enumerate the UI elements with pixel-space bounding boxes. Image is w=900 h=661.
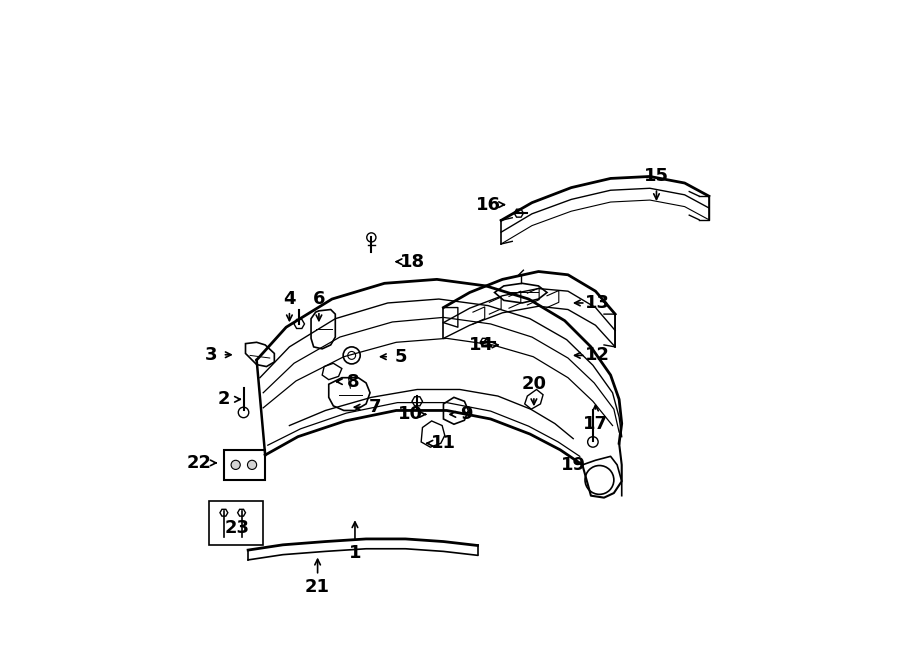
Text: 1: 1: [348, 545, 361, 563]
Circle shape: [343, 347, 360, 364]
Polygon shape: [328, 377, 370, 410]
Circle shape: [248, 460, 256, 469]
Polygon shape: [322, 364, 342, 379]
Text: 9: 9: [460, 405, 473, 424]
Text: 3: 3: [204, 346, 217, 364]
Text: 4: 4: [284, 290, 296, 308]
Polygon shape: [210, 501, 263, 545]
Text: 7: 7: [368, 398, 381, 416]
Polygon shape: [412, 397, 422, 406]
Text: 14: 14: [469, 336, 494, 354]
Text: 17: 17: [583, 414, 608, 432]
Circle shape: [231, 460, 240, 469]
Text: 11: 11: [431, 434, 456, 452]
Polygon shape: [481, 338, 490, 346]
Text: 5: 5: [394, 348, 407, 366]
Polygon shape: [224, 449, 266, 480]
Text: 20: 20: [521, 375, 546, 393]
Text: 23: 23: [224, 520, 249, 537]
Polygon shape: [311, 309, 336, 349]
Polygon shape: [514, 209, 524, 217]
Text: 21: 21: [305, 578, 330, 596]
Polygon shape: [246, 342, 274, 367]
Text: 2: 2: [218, 391, 230, 408]
Polygon shape: [525, 389, 543, 409]
Text: 18: 18: [400, 253, 425, 270]
Text: 10: 10: [398, 405, 423, 424]
Polygon shape: [421, 421, 445, 447]
Text: 22: 22: [187, 454, 212, 472]
Text: 6: 6: [312, 290, 325, 308]
Polygon shape: [238, 510, 246, 516]
Text: 19: 19: [561, 456, 586, 474]
Polygon shape: [220, 510, 228, 516]
Polygon shape: [495, 284, 547, 303]
Polygon shape: [294, 319, 304, 329]
Text: 13: 13: [585, 294, 610, 312]
Text: 12: 12: [585, 346, 610, 364]
Text: 8: 8: [346, 373, 359, 391]
Text: 15: 15: [644, 167, 669, 186]
Polygon shape: [444, 397, 468, 424]
Text: 16: 16: [475, 196, 500, 214]
